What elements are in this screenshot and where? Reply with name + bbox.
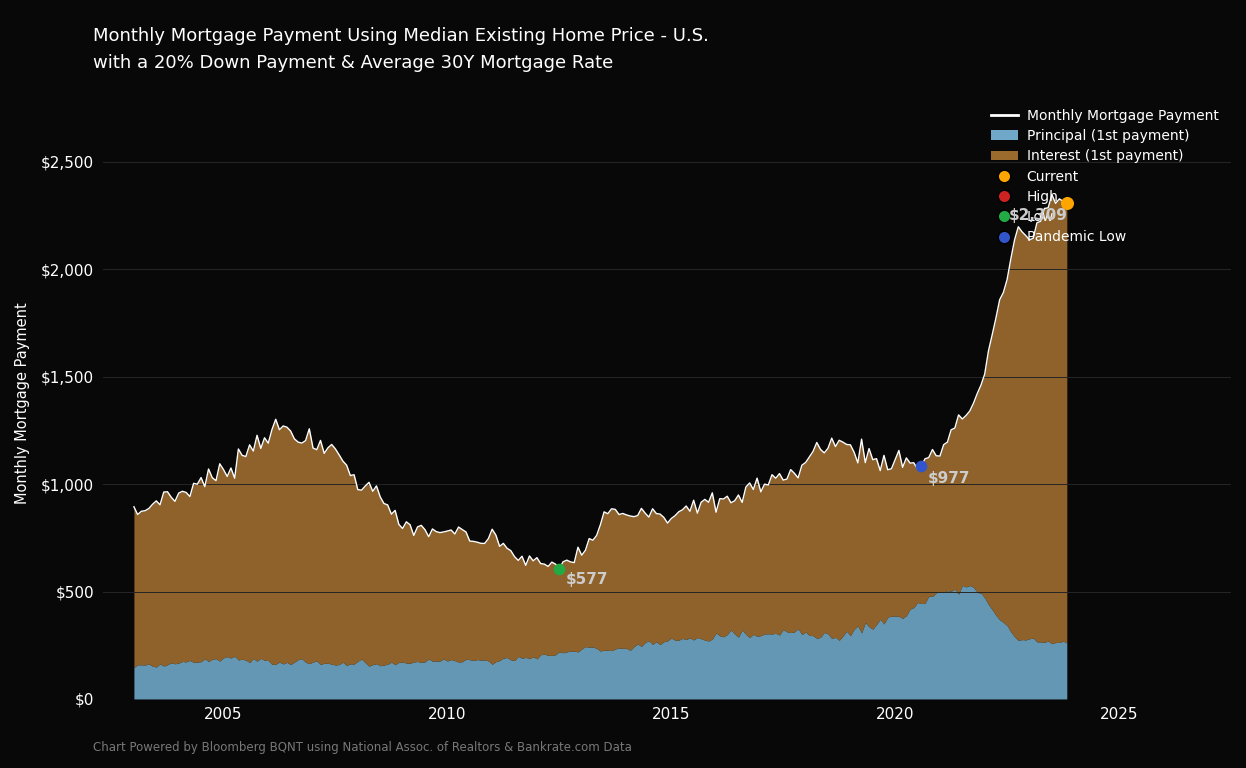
- Point: [549, 563, 569, 575]
- Text: $577: $577: [566, 572, 608, 587]
- Text: $2,309: $2,309: [1008, 208, 1068, 223]
- Legend: Monthly Mortgage Payment, Principal (1st payment), Interest (1st payment), Curre: Monthly Mortgage Payment, Principal (1st…: [984, 104, 1224, 250]
- Y-axis label: Monthly Mortgage Payment: Monthly Mortgage Payment: [15, 303, 30, 505]
- Point: [911, 460, 931, 472]
- Text: Chart Powered by Bloomberg BQNT using National Assoc. of Realtors & Bankrate.com: Chart Powered by Bloomberg BQNT using Na…: [93, 741, 632, 754]
- Text: Monthly Mortgage Payment Using Median Existing Home Price - U.S.: Monthly Mortgage Payment Using Median Ex…: [93, 27, 709, 45]
- Text: with a 20% Down Payment & Average 30Y Mortgage Rate: with a 20% Down Payment & Average 30Y Mo…: [93, 54, 614, 71]
- Text: $977: $977: [928, 472, 971, 486]
- Point: [1057, 197, 1077, 209]
